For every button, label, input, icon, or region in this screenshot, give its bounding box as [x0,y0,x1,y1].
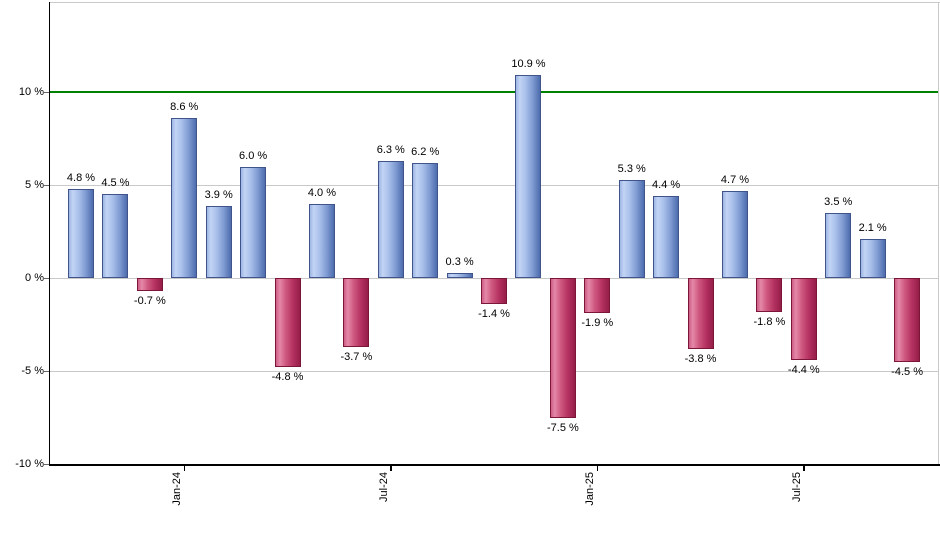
bar-negative[interactable] [584,278,611,314]
bar-negative[interactable] [687,278,714,349]
bar-positive[interactable] [412,162,439,279]
plot-border-right [938,3,939,464]
bar-negative[interactable] [790,278,817,360]
x-axis-line [48,464,940,466]
bar-value-label: 6.3 % [376,144,405,156]
bar-value-label: 0.3 % [445,255,474,268]
x-axis-label: Jul-24 [377,472,390,502]
bar-negative[interactable] [343,278,370,347]
bar-positive[interactable] [825,213,852,279]
bar-value-label: 4.0 % [307,186,337,199]
bar-value-label: -4.8 % [271,371,304,384]
bar-positive[interactable] [618,179,645,279]
bar-negative[interactable] [136,278,163,292]
x-axis-label: Jan-24 [171,472,184,506]
x-axis-tick [183,465,185,471]
bar-positive[interactable] [102,194,129,279]
bar-positive[interactable] [240,166,267,279]
y-axis-tick [44,463,49,465]
bar-negative[interactable] [756,278,783,312]
x-axis-label: Jul-25 [790,472,803,502]
bar-positive[interactable] [68,188,94,279]
bar-value-label: -0.7 % [133,295,166,308]
bar-positive[interactable] [653,196,680,279]
bar-value-label: 4.8 % [66,171,96,184]
bar-positive[interactable] [859,239,886,279]
bar-negative[interactable] [481,278,508,305]
bar-value-label: 5.3 % [617,162,646,175]
plot-border-top [50,2,940,3]
bar-value-label: -3.7 % [340,350,373,363]
y-axis-label: -10 % [15,458,44,470]
x-axis-label: Jan-25 [584,472,597,506]
bar-value-label: 3.5 % [824,196,853,209]
bar-value-label: -1.4 % [478,308,510,321]
x-axis-tick [596,465,599,471]
bar-value-label: -4.5 % [891,365,923,378]
y-axis-tick [44,370,49,372]
bar-value-label: 10.9 % [511,58,546,71]
bar-value-label: -1.9 % [581,317,614,330]
bar-value-label: 2.1 % [858,222,887,235]
bar-positive[interactable] [515,75,542,279]
bar-negative[interactable] [549,278,576,418]
x-axis-tick [390,465,392,471]
y-axis-label: -5 % [21,365,44,378]
threshold-line [50,91,939,94]
gridline [50,370,939,372]
y-axis-label: 10 % [18,86,44,99]
bar-positive[interactable] [721,190,748,279]
bar-positive[interactable] [308,203,335,279]
bar-positive[interactable] [171,118,198,279]
y-axis-label: 0 % [25,272,44,285]
bar-value-label: 8.6 % [170,101,199,114]
bar-value-label: -7.5 % [546,421,579,434]
bar-negative[interactable] [894,278,921,362]
bar-value-label: 3.9 % [204,188,233,201]
bar-value-label: 6.2 % [411,145,440,158]
bar-positive[interactable] [377,161,404,279]
y-axis-tick [44,184,49,186]
bar-value-label: 4.5 % [101,177,130,190]
bar-value-label: 4.4 % [652,179,681,192]
bar-value-label: -4.4 % [787,363,820,376]
bar-positive[interactable] [205,205,232,279]
bar-value-label: -1.8 % [753,315,786,328]
gridline [50,184,939,186]
bar-value-label: -3.8 % [684,352,717,365]
bar-value-label: 6.0 % [239,149,268,162]
bar-value-label: 4.7 % [720,173,750,186]
y-axis-line [48,2,50,466]
y-axis-tick [44,91,49,93]
y-axis-tick [44,277,49,279]
bar-negative[interactable] [274,278,301,368]
x-axis-tick [803,465,805,471]
bar-positive[interactable] [446,272,473,279]
y-axis-label: 5 % [25,179,44,192]
